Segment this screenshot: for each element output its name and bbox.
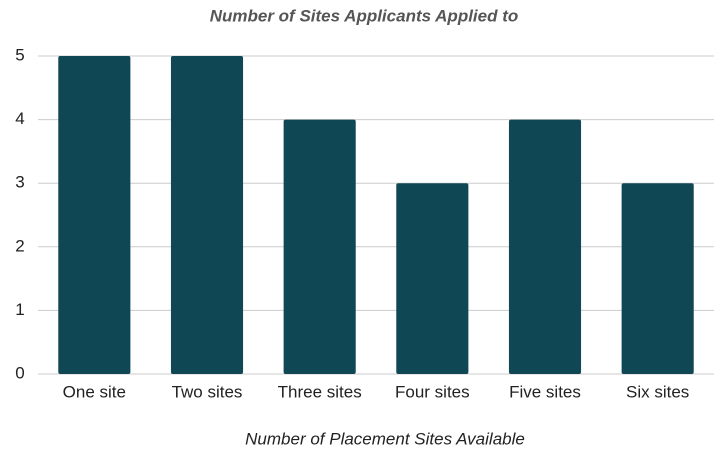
y-tick-label: 0	[15, 363, 24, 382]
x-tick-label: Three sites	[278, 382, 362, 401]
x-tick-label: Six sites	[626, 382, 689, 401]
x-tick-label: One site	[63, 382, 126, 401]
chart-title: Number of Sites Applicants Applied to	[210, 6, 519, 25]
bar	[170, 56, 244, 374]
y-tick-label: 2	[15, 236, 24, 255]
y-tick-label: 5	[15, 45, 24, 64]
bar	[283, 119, 356, 374]
x-tick-label: Two sites	[172, 382, 243, 401]
y-tick-label: 1	[15, 300, 24, 319]
bar	[58, 56, 131, 374]
x-tick-label: Five sites	[509, 382, 581, 401]
x-tick-label: Four sites	[395, 382, 470, 401]
bar	[508, 119, 582, 374]
y-tick-label: 4	[15, 109, 24, 128]
x-axis-label: Number of Placement Sites Available	[245, 429, 525, 448]
y-tick-label: 3	[15, 173, 24, 192]
bar	[621, 183, 694, 374]
bar	[396, 183, 469, 374]
